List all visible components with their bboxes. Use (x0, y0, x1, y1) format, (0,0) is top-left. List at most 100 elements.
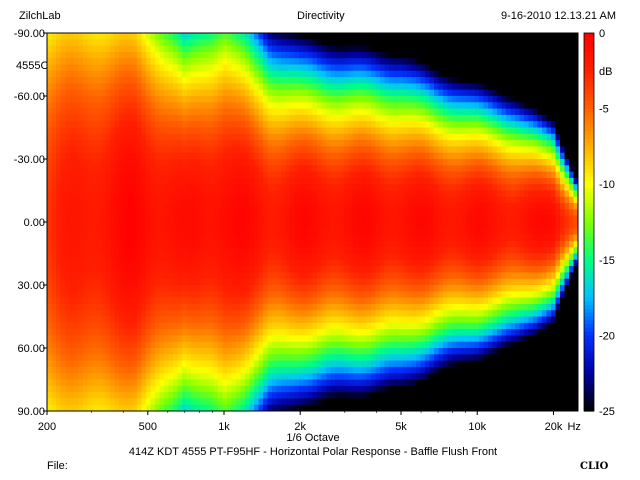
heatmap-cell (357, 285, 363, 292)
heatmap-cell (303, 39, 309, 47)
heatmap-cell (416, 51, 422, 59)
heatmap-cell (393, 108, 399, 116)
heatmap-cell (290, 77, 296, 84)
heatmap-cell (303, 285, 309, 292)
heatmap-cell (362, 222, 368, 229)
heatmap-cell (357, 360, 363, 368)
heatmap-cell (155, 240, 161, 248)
heatmap-cell (339, 196, 345, 204)
heatmap-cell (231, 114, 237, 122)
heatmap-cell (204, 159, 210, 166)
heatmap-cell (132, 96, 138, 103)
heatmap-cell (204, 385, 210, 393)
heatmap-cell (380, 297, 386, 305)
heatmap-cell (60, 184, 66, 192)
heatmap-cell (254, 310, 260, 318)
heatmap-cell (267, 253, 273, 261)
heatmap-cell (218, 303, 224, 311)
heatmap-cell (393, 329, 399, 336)
heatmap-cell (164, 39, 170, 47)
heatmap-cell (128, 133, 134, 141)
heatmap-cell (83, 291, 89, 299)
heatmap-cell (119, 259, 125, 267)
heatmap-cell (137, 58, 143, 66)
heatmap-cell (326, 310, 332, 318)
heatmap-cell (317, 385, 323, 393)
heatmap-cell (105, 96, 111, 103)
heatmap-cell (339, 51, 345, 59)
heatmap-cell (173, 240, 179, 248)
heatmap-cell (317, 329, 323, 336)
heatmap-cell (128, 303, 134, 311)
heatmap-cell (344, 285, 350, 292)
heatmap-cell (317, 89, 323, 97)
heatmap-cell (281, 379, 287, 387)
heatmap-cell (375, 127, 381, 135)
heatmap-cell (137, 190, 143, 198)
heatmap-cell (249, 303, 255, 311)
heatmap-cell (299, 77, 305, 84)
heatmap-cell (177, 83, 183, 91)
heatmap-cell (276, 196, 282, 204)
heatmap-cell (114, 228, 120, 236)
heatmap-cell (204, 404, 210, 411)
heatmap-cell (119, 303, 125, 311)
heatmap-cell (357, 259, 363, 267)
heatmap-cell (231, 33, 237, 40)
heatmap-cell (407, 348, 413, 355)
heatmap-cell (263, 209, 269, 217)
heatmap-cell (411, 58, 417, 66)
heatmap-cell (330, 152, 336, 160)
heatmap-cell (128, 404, 134, 411)
heatmap-cell (380, 209, 386, 217)
heatmap-cell (182, 196, 188, 204)
heatmap-cell (393, 159, 399, 166)
heatmap-cell (353, 39, 359, 47)
heatmap-cell (128, 278, 134, 286)
heatmap-cell (78, 39, 84, 47)
heatmap-cell (159, 190, 165, 198)
heatmap-cell (344, 366, 350, 374)
heatmap-cell (249, 33, 255, 40)
heatmap-cell (60, 404, 66, 411)
heatmap-cell (218, 45, 224, 53)
heatmap-cell (263, 247, 269, 255)
heatmap-cell (416, 171, 422, 179)
heatmap-cell (344, 215, 350, 223)
heatmap-cell (137, 354, 143, 362)
heatmap-cell (389, 165, 395, 173)
heatmap-cell (65, 190, 71, 198)
heatmap-cell (249, 335, 255, 343)
heatmap-cell (272, 303, 278, 311)
heatmap-cell (308, 190, 314, 198)
heatmap-cell (339, 303, 345, 311)
heatmap-cell (168, 159, 174, 166)
heatmap-cell (227, 114, 233, 122)
heatmap-cell (191, 165, 197, 173)
heatmap-cell (119, 177, 125, 185)
heatmap-cell (240, 266, 246, 273)
heatmap-cell (141, 240, 147, 248)
heatmap-cell (285, 348, 291, 355)
heatmap-cell (47, 272, 53, 280)
heatmap-cell (290, 366, 296, 374)
heatmap-cell (168, 385, 174, 393)
heatmap-cell (195, 196, 201, 204)
heatmap-cell (231, 83, 237, 91)
heatmap-cell (110, 297, 116, 305)
heatmap-cell (96, 215, 102, 223)
heatmap-cell (137, 259, 143, 267)
heatmap-cell (353, 177, 359, 185)
heatmap-cell (101, 222, 107, 229)
heatmap-cell (263, 360, 269, 368)
heatmap-cell (380, 64, 386, 72)
heatmap-cell (83, 102, 89, 110)
heatmap-cell (317, 64, 323, 72)
heatmap-cell (51, 329, 57, 336)
heatmap-cell (317, 165, 323, 173)
heatmap-cell (245, 272, 251, 280)
heatmap-cell (393, 190, 399, 198)
heatmap-cell (393, 240, 399, 248)
heatmap-cell (177, 310, 183, 318)
